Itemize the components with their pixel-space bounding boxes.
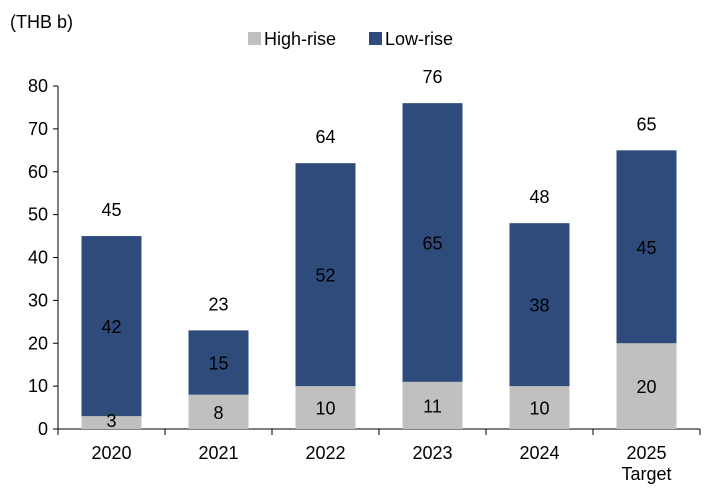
segment-value-label: 3 <box>106 411 116 431</box>
segment-value-label: 38 <box>529 296 549 316</box>
total-value-label: 76 <box>422 67 442 87</box>
total-value-label: 23 <box>208 294 228 314</box>
x-tick-label: 2025 <box>626 443 666 463</box>
bar-segment-low-rise <box>81 236 142 417</box>
segment-value-label: 10 <box>315 399 335 419</box>
bar-segment-low-rise <box>188 330 249 395</box>
bar-segment-low-rise <box>509 223 570 387</box>
legend-label-low-rise: Low-rise <box>385 29 453 49</box>
bars <box>81 103 677 429</box>
segment-value-label: 65 <box>422 233 442 253</box>
segment-value-label: 10 <box>529 399 549 419</box>
x-tick-label: 2021 <box>198 443 238 463</box>
data-labels: 3 42 45 8 15 23 10 52 64 11 65 76 10 38 48 20 45 65 <box>101 67 656 431</box>
y-tick-label: 10 <box>28 376 48 396</box>
y-tick-label: 30 <box>28 290 48 310</box>
segment-value-label: 42 <box>101 317 121 337</box>
bar-segment-high-rise <box>509 386 570 429</box>
total-value-label: 48 <box>529 187 549 207</box>
legend-label-high-rise: High-rise <box>264 29 336 49</box>
total-value-label: 45 <box>101 200 121 220</box>
segment-value-label: 45 <box>636 238 656 258</box>
x-tick-label: 2024 <box>519 443 559 463</box>
segment-value-label: 15 <box>208 354 228 374</box>
legend: High-rise Low-rise <box>248 29 453 49</box>
legend-swatch-low-rise <box>369 32 382 45</box>
segment-value-label: 52 <box>315 266 335 286</box>
y-tick-label: 60 <box>28 162 48 182</box>
y-tick-label: 40 <box>28 248 48 268</box>
y-tick-label: 0 <box>38 419 48 439</box>
bar-segment-low-rise <box>295 163 356 387</box>
segment-value-label: 8 <box>213 403 223 423</box>
segment-value-label: 11 <box>423 396 442 416</box>
bar-segment-high-rise <box>616 343 677 429</box>
bar-segment-low-rise <box>402 103 463 382</box>
total-value-label: 64 <box>315 127 335 147</box>
y-tick-label: 20 <box>28 333 48 353</box>
bar-segment-high-rise <box>402 381 463 429</box>
x-tick-label: 2022 <box>305 443 345 463</box>
y-tick-label: 80 <box>28 76 48 96</box>
bar-segment-low-rise <box>616 150 677 344</box>
unit-label: (THB b) <box>10 12 73 32</box>
bar-segment-high-rise <box>81 416 142 429</box>
total-value-label: 65 <box>636 114 656 134</box>
segment-value-label: 20 <box>636 377 656 397</box>
x-tick-sublabel: Target <box>621 464 671 484</box>
x-tick-label: 2023 <box>412 443 452 463</box>
bar-segment-high-rise <box>295 386 356 429</box>
x-tick-label: 2020 <box>91 443 131 463</box>
y-tick-label: 50 <box>28 205 48 225</box>
legend-swatch-high-rise <box>248 32 261 45</box>
y-tick-label: 70 <box>28 119 48 139</box>
bar-segment-high-rise <box>188 394 249 429</box>
